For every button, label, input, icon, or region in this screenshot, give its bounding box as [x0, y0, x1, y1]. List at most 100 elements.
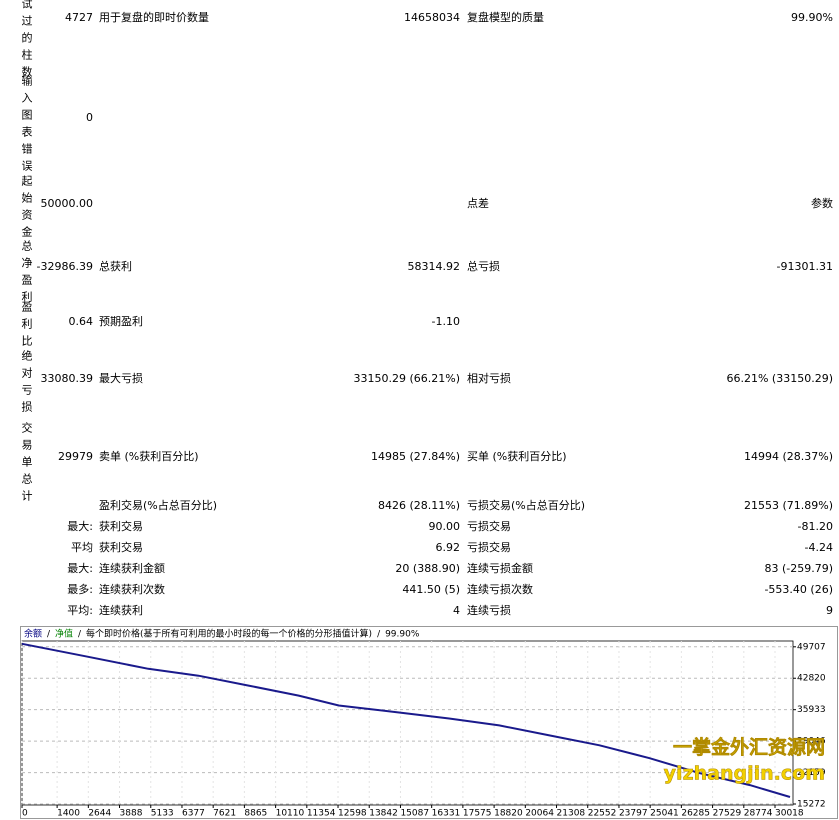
row-label: 盈利比	[20, 301, 33, 352]
value: 50000.00	[40, 197, 94, 210]
y-tick-label: 29046	[797, 737, 826, 747]
x-tick-label: 22552	[588, 809, 617, 819]
watermark: yizhangjin.com	[664, 763, 825, 785]
x-tick-label: 27529	[713, 809, 742, 819]
value: 83 (-259.79)	[764, 562, 833, 575]
x-tick-label: 13842	[369, 809, 398, 819]
label: 连续亏损	[467, 604, 511, 617]
legend-entry: 余额	[24, 628, 42, 640]
row-label: 总净盈利	[20, 240, 33, 308]
row-label: 交易单总计	[20, 422, 33, 507]
label: 用于复盘的即时价数量	[99, 11, 209, 24]
label: 连续获利	[99, 604, 143, 617]
x-tick-label: 20064	[525, 809, 554, 819]
label: 卖单 (%获利百分比)	[99, 450, 199, 463]
x-tick-label: 7621	[213, 809, 236, 819]
value: 14985 (27.84%)	[370, 450, 460, 463]
label: 连续亏损次数	[467, 583, 533, 596]
legend-entry: 净值	[55, 628, 73, 640]
y-tick-label: 22159	[797, 768, 826, 778]
label: 亏损交易(%占总百分比)	[467, 499, 586, 512]
legend-entry: 每个即时价格(基于所有可利用的最小时段的每一个价格的分形插值计算)	[86, 628, 372, 640]
value: -91301.31	[776, 260, 833, 273]
value: 0.64	[68, 315, 94, 328]
x-tick-label: 11354	[307, 809, 336, 819]
x-tick-label: 30018	[775, 809, 804, 819]
label: 盈利交易(%占总百分比)	[99, 499, 218, 512]
value: 6.92	[435, 541, 461, 554]
label: 获利交易	[99, 541, 143, 554]
value: 参数	[811, 197, 833, 210]
x-tick-label: 0	[22, 809, 28, 819]
value: 21553 (71.89%)	[743, 499, 833, 512]
value: -553.40 (26)	[764, 583, 833, 596]
value: -32986.39	[36, 260, 93, 273]
chart-frame	[20, 626, 838, 819]
prefix: 平均	[71, 541, 93, 554]
value: 4727	[65, 11, 93, 24]
x-tick-label: 1400	[57, 809, 80, 819]
x-tick-label: 5133	[151, 809, 174, 819]
x-tick-label: 2644	[88, 809, 111, 819]
watermark: 一掌金外汇资源网	[673, 736, 825, 759]
prefix: 平均:	[67, 604, 93, 617]
value: 4	[453, 604, 460, 617]
x-tick-label: 6377	[182, 809, 205, 819]
value: 441.50 (5)	[402, 583, 460, 596]
x-tick-label: 3888	[120, 809, 143, 819]
x-tick-label: 26285	[681, 809, 710, 819]
separator: /	[47, 630, 51, 640]
y-tick-label: 15272	[797, 800, 826, 810]
value: 29979	[58, 450, 93, 463]
label: 连续亏损金额	[467, 562, 533, 575]
value: 0	[86, 111, 93, 124]
prefix: 最大:	[67, 520, 93, 533]
y-tick-label: 35933	[797, 705, 826, 715]
x-tick-label: 8865	[244, 809, 267, 819]
value: -1.10	[431, 315, 460, 328]
value: 20 (388.90)	[395, 562, 460, 575]
y-tick-label: 49707	[797, 642, 826, 652]
label: 相对亏损	[467, 372, 511, 385]
label: 亏损交易	[467, 520, 511, 533]
y-tick-label: 42820	[797, 674, 826, 684]
value: 66.21% (33150.29)	[726, 372, 833, 385]
label: 亏损交易	[467, 541, 511, 554]
label: 总亏损	[467, 260, 500, 273]
row-label: 起始资金	[20, 175, 33, 243]
value: 99.90%	[791, 11, 833, 24]
x-tick-label: 10110	[276, 809, 305, 819]
x-tick-label: 18820	[494, 809, 523, 819]
separator: /	[377, 630, 381, 640]
x-tick-label: 17575	[463, 809, 492, 819]
row-label: 输入图表错误	[20, 75, 33, 177]
x-tick-label: 15087	[400, 809, 429, 819]
value: 8426 (28.11%)	[377, 499, 460, 512]
x-tick-label: 28774	[744, 809, 773, 819]
prefix: 最大:	[67, 562, 93, 575]
label: 总获利	[99, 260, 132, 273]
value: 9	[826, 604, 833, 617]
prefix: 最多:	[67, 583, 93, 596]
balance-line	[21, 642, 791, 798]
value: 33150.29 (66.21%)	[353, 372, 460, 385]
value: 58314.92	[407, 260, 461, 273]
x-tick-label: 16331	[432, 809, 461, 819]
value: 33080.39	[40, 372, 94, 385]
value: 14994 (28.37%)	[743, 450, 833, 463]
label: 点差	[467, 197, 489, 210]
x-tick-label: 12598	[338, 809, 367, 819]
value: 90.00	[428, 520, 461, 533]
value: -4.24	[804, 541, 833, 554]
row-label: 绝对亏损	[20, 350, 33, 418]
label: 连续获利次数	[99, 583, 165, 596]
value: 14658034	[404, 11, 460, 24]
label: 获利交易	[99, 520, 143, 533]
value: -81.20	[797, 520, 833, 533]
x-tick-label: 21308	[557, 809, 586, 819]
legend-entry: 99.90%	[385, 630, 420, 640]
x-tick-label: 25041	[650, 809, 679, 819]
row-label: 试过的柱数	[20, 0, 33, 83]
label: 买单 (%获利百分比)	[467, 450, 567, 463]
